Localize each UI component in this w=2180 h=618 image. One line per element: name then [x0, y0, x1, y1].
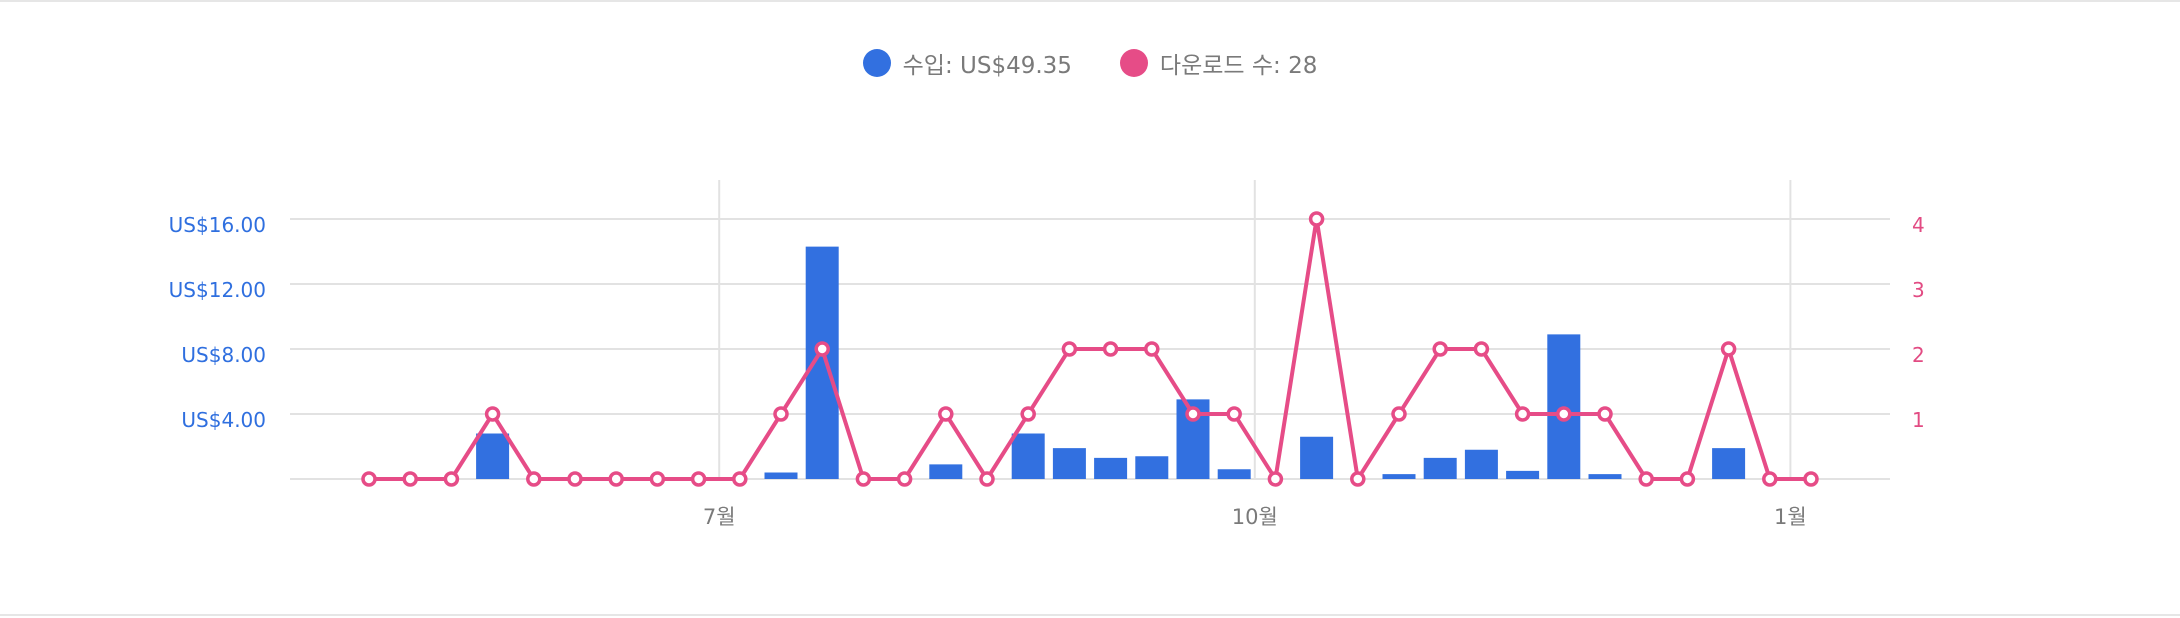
revenue-bar	[1506, 470, 1540, 479]
x-tick-label: 10월	[1232, 505, 1278, 529]
revenue-bar	[1094, 457, 1128, 479]
downloads-point	[1226, 406, 1242, 422]
downloads-point	[608, 471, 624, 487]
downloads-point	[567, 471, 583, 487]
downloads-point	[1020, 406, 1036, 422]
downloads-point	[1556, 406, 1572, 422]
revenue-bar	[1300, 436, 1334, 479]
revenue-bar	[1052, 448, 1086, 479]
chart-legend: 수입: US$49.35 다운로드 수: 28	[0, 46, 2180, 80]
downloads-point	[1803, 471, 1819, 487]
downloads-point	[1473, 341, 1490, 357]
y-right-tick-label: 2	[1912, 343, 1925, 367]
downloads-point	[1391, 406, 1407, 422]
y-right-tick-label: 1	[1912, 408, 1925, 432]
x-tick-label: 7월	[703, 505, 736, 529]
revenue-bar	[1382, 474, 1416, 479]
revenue-bar	[805, 246, 839, 479]
downloads-point	[361, 471, 377, 487]
downloads-point	[1061, 341, 1078, 357]
downloads-point	[732, 471, 748, 487]
downloads-point	[1144, 341, 1160, 357]
downloads-point	[1597, 406, 1613, 422]
revenue-bar	[1217, 469, 1251, 479]
downloads-point	[1679, 471, 1696, 487]
legend-label-downloads: 다운로드 수: 28	[1159, 53, 1318, 79]
revenue-bar	[1588, 474, 1622, 479]
legend-item-revenue[interactable]: 수입: US$49.35	[862, 46, 1072, 80]
y-left-tick-label: US$16.00	[169, 213, 266, 237]
revenue-bar	[1712, 448, 1746, 479]
y-left-tick-label: US$12.00	[169, 278, 266, 302]
y-left-tick-label: US$4.00	[181, 408, 266, 432]
revenue-bar	[1135, 456, 1169, 479]
downloads-point	[649, 471, 666, 487]
downloads-point	[1720, 341, 1737, 357]
y-right-tick-label: 4	[1912, 213, 1925, 237]
revenue-bar	[929, 464, 963, 479]
revenue-bar	[476, 433, 510, 479]
downloads-point	[938, 406, 954, 422]
downloads-point	[1267, 471, 1284, 487]
revenue-bar	[764, 472, 798, 479]
downloads-point	[896, 471, 913, 487]
revenue-legend-dot	[862, 49, 891, 77]
downloads-point	[402, 471, 418, 487]
revenue-bar	[1423, 457, 1457, 479]
legend-item-downloads[interactable]: 다운로드 수: 28	[1119, 46, 1318, 80]
downloads-point	[1514, 406, 1531, 422]
downloads-point	[690, 471, 707, 487]
revenue-bar	[1011, 433, 1045, 479]
downloads-point	[1638, 471, 1654, 487]
downloads-point	[814, 341, 830, 357]
downloads-point	[1350, 471, 1366, 487]
downloads-point	[484, 406, 501, 422]
downloads-point	[855, 471, 872, 487]
downloads-point	[526, 471, 542, 487]
downloads-point	[443, 471, 460, 487]
downloads-point	[1102, 341, 1119, 357]
downloads-point	[1432, 341, 1448, 357]
revenue-bar	[1464, 449, 1498, 479]
y-right-tick-label: 3	[1912, 278, 1925, 302]
downloads-point	[1185, 406, 1201, 422]
legend-label-revenue: 수입: US$49.35	[902, 53, 1072, 79]
downloads-legend-dot	[1119, 49, 1148, 77]
x-tick-label: 1월	[1774, 505, 1807, 529]
downloads-point	[979, 471, 995, 487]
downloads-point	[773, 406, 789, 422]
downloads-point	[1762, 471, 1778, 487]
y-left-tick-label: US$8.00	[181, 343, 266, 367]
downloads-point	[1308, 211, 1325, 227]
